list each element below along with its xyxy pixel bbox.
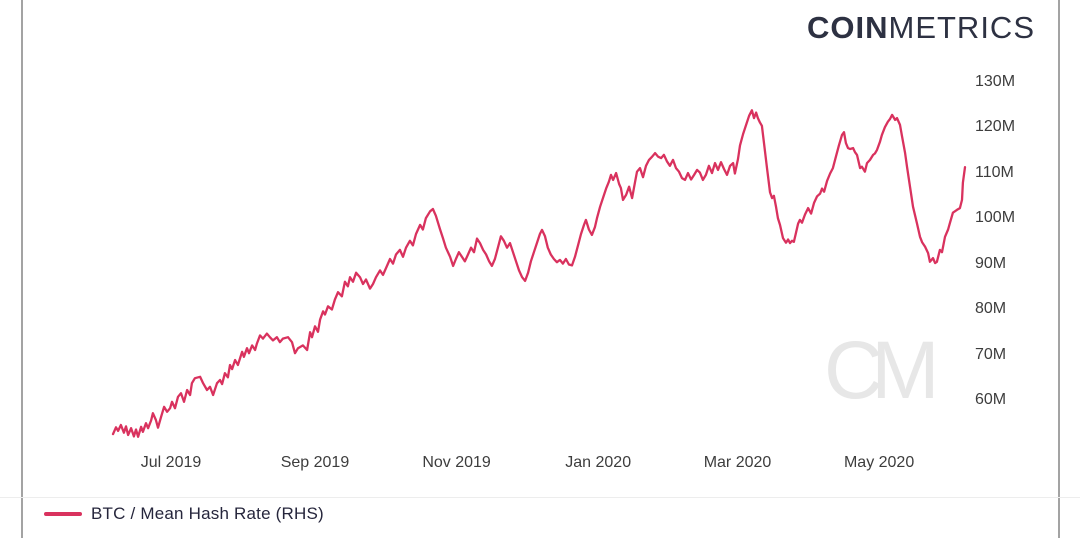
legend-line-swatch: [44, 512, 82, 516]
x-axis-tick-label: Jul 2019: [140, 454, 202, 471]
left-frame-line: [21, 0, 23, 538]
y-axis-tick-label: 70M: [975, 345, 1007, 363]
x-axis-tick-label: May 2020: [843, 454, 915, 471]
coinmetrics-logo: COINMETRICS: [807, 10, 1035, 46]
y-axis-tick-label: 100M: [975, 209, 1016, 227]
x-axis-tick-label: Mar 2020: [703, 454, 772, 471]
x-axis-tick-label: Sep 2019: [280, 454, 350, 471]
hashrate-line-series: [111, 109, 967, 438]
y-axis-tick-label: 130M: [975, 72, 1016, 90]
right-frame-line: [1058, 0, 1060, 538]
logo-metrics-text: METRICS: [888, 10, 1035, 45]
y-axis-tick-label: 80M: [975, 300, 1007, 318]
y-axis-tick-label: 90M: [975, 254, 1007, 272]
y-axis-tick-label: 120M: [975, 118, 1016, 136]
cm-watermark: CM: [824, 325, 939, 416]
x-axis-tick-label: Nov 2019: [422, 454, 491, 471]
legend-label: BTC / Mean Hash Rate (RHS): [91, 504, 324, 523]
legend-item-hashrate[interactable]: BTC / Mean Hash Rate (RHS): [44, 504, 324, 524]
x-axis-tick-label: Jan 2020: [565, 454, 632, 471]
legend-separator-line: [0, 497, 1080, 498]
y-axis-tick-label: 110M: [975, 163, 1014, 181]
logo-coin-text: COIN: [807, 10, 889, 45]
y-axis-tick-label: 60M: [975, 390, 1007, 408]
